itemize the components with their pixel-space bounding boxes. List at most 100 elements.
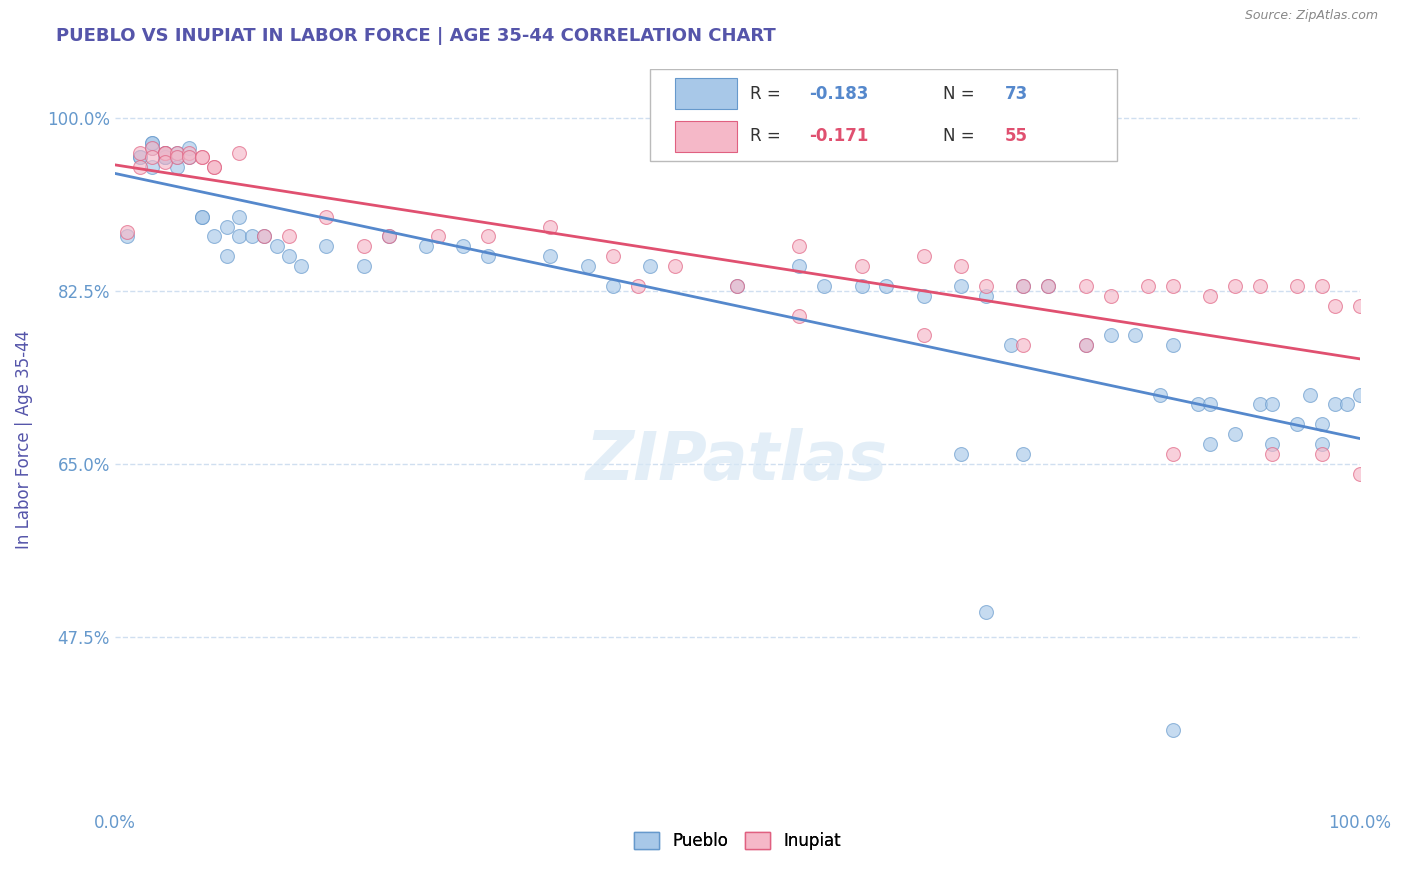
Point <box>153 145 176 160</box>
Point <box>1249 278 1271 293</box>
Point <box>141 140 163 154</box>
Point <box>166 161 188 175</box>
Point <box>1223 278 1246 293</box>
Point <box>1261 437 1284 451</box>
Text: 73: 73 <box>1005 85 1028 103</box>
Point <box>215 249 238 263</box>
Text: N =: N = <box>942 128 980 145</box>
Point <box>1012 278 1035 293</box>
Point <box>191 151 214 165</box>
Point <box>789 309 811 323</box>
Point <box>179 151 201 165</box>
Point <box>626 278 648 293</box>
Point <box>240 229 263 244</box>
Point <box>141 136 163 150</box>
Point <box>1286 278 1309 293</box>
Point <box>1199 289 1222 303</box>
Point <box>315 210 337 224</box>
Point <box>912 249 935 263</box>
Point <box>1286 417 1309 432</box>
Point <box>1012 338 1035 352</box>
Point <box>202 229 225 244</box>
Point <box>153 151 176 165</box>
Point <box>1261 397 1284 411</box>
Point <box>153 145 176 160</box>
Point <box>278 249 301 263</box>
Point <box>141 161 163 175</box>
Point <box>1000 338 1022 352</box>
Point <box>202 161 225 175</box>
Point <box>1199 397 1222 411</box>
Point <box>253 229 276 244</box>
Text: -0.183: -0.183 <box>810 85 869 103</box>
Point <box>1199 437 1222 451</box>
Point <box>179 145 201 160</box>
Point <box>153 145 176 160</box>
Point <box>266 239 288 253</box>
Point <box>1187 397 1209 411</box>
Point <box>538 219 561 234</box>
Point <box>1310 278 1333 293</box>
Point <box>128 151 150 165</box>
Point <box>166 151 188 165</box>
Point <box>1348 299 1371 313</box>
Point <box>453 239 475 253</box>
Point <box>1074 338 1097 352</box>
Point <box>191 151 214 165</box>
Point <box>1323 397 1346 411</box>
Point <box>128 161 150 175</box>
Point <box>278 229 301 244</box>
Legend: Pueblo, Inupiat: Pueblo, Inupiat <box>627 825 848 857</box>
Point <box>1099 289 1122 303</box>
Point <box>851 278 873 293</box>
Point <box>912 289 935 303</box>
Point <box>1012 447 1035 461</box>
Point <box>377 229 399 244</box>
Point <box>290 259 312 273</box>
Text: R =: R = <box>749 128 786 145</box>
Text: PUEBLO VS INUPIAT IN LABOR FORCE | AGE 35-44 CORRELATION CHART: PUEBLO VS INUPIAT IN LABOR FORCE | AGE 3… <box>56 27 776 45</box>
Point <box>1261 447 1284 461</box>
Point <box>813 278 835 293</box>
Point <box>228 210 250 224</box>
Point <box>725 278 748 293</box>
Point <box>1012 278 1035 293</box>
Y-axis label: In Labor Force | Age 35-44: In Labor Force | Age 35-44 <box>15 329 32 549</box>
Point <box>153 151 176 165</box>
Point <box>228 145 250 160</box>
Point <box>115 225 138 239</box>
Point <box>128 151 150 165</box>
Point <box>876 278 898 293</box>
Point <box>851 259 873 273</box>
Text: Source: ZipAtlas.com: Source: ZipAtlas.com <box>1244 9 1378 22</box>
Point <box>725 278 748 293</box>
Point <box>1136 278 1159 293</box>
Text: 55: 55 <box>1005 128 1028 145</box>
Text: N =: N = <box>942 85 980 103</box>
Point <box>950 278 973 293</box>
Point <box>789 239 811 253</box>
Point <box>638 259 661 273</box>
Point <box>166 145 188 160</box>
Point <box>602 278 624 293</box>
Point <box>538 249 561 263</box>
Point <box>1161 338 1184 352</box>
Point <box>950 447 973 461</box>
Point <box>1161 447 1184 461</box>
Point <box>1299 387 1322 401</box>
FancyBboxPatch shape <box>675 120 737 152</box>
Point <box>1099 328 1122 343</box>
Point <box>1336 397 1358 411</box>
Point <box>1074 278 1097 293</box>
FancyBboxPatch shape <box>675 78 737 109</box>
Point <box>141 151 163 165</box>
Point <box>974 289 997 303</box>
Point <box>166 151 188 165</box>
Point <box>191 210 214 224</box>
Point <box>377 229 399 244</box>
Point <box>1125 328 1147 343</box>
Point <box>664 259 686 273</box>
Point <box>974 605 997 619</box>
Point <box>1348 467 1371 481</box>
Point <box>215 219 238 234</box>
